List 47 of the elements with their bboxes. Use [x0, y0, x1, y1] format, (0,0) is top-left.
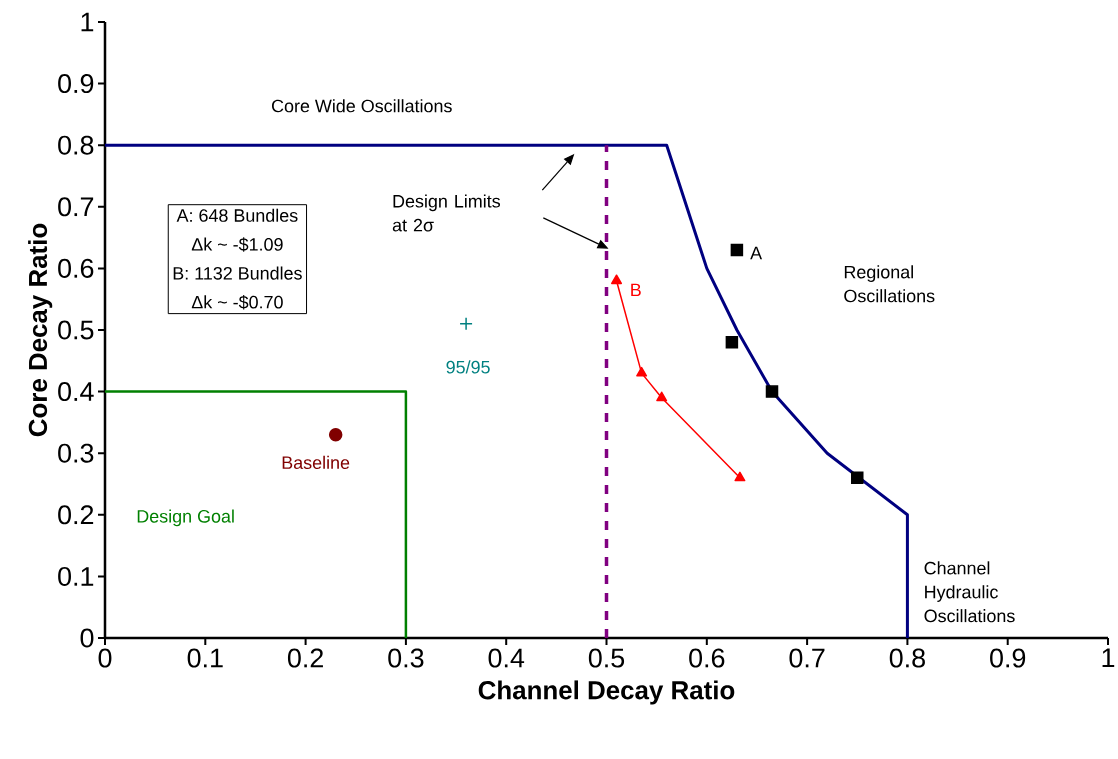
x-tick-label: 0.4 — [488, 648, 525, 668]
y-tick-label: 1 — [81, 12, 94, 32]
x-axis-title: Channel Decay Ratio — [478, 680, 735, 705]
y-tick-label: 0.5 — [58, 320, 94, 340]
y-tick-label: 0.1 — [58, 566, 94, 586]
point — [734, 471, 746, 482]
x-tick-label: 0.3 — [388, 648, 424, 668]
annotation: Δk ~ -$1.09 — [191, 237, 283, 252]
annotation: Regional Oscillations — [844, 265, 935, 303]
y-tick-label: 0.2 — [58, 505, 94, 525]
annotation: Δk ~ -$0.70 — [191, 295, 283, 310]
y-tick-label: 0.3 — [58, 443, 94, 463]
text: 95/95 — [446, 360, 490, 374]
point — [611, 274, 623, 285]
point — [725, 336, 739, 349]
y-tick-label: 0 — [80, 628, 94, 648]
y-axis-title: Core Decay Ratio — [28, 223, 53, 437]
y-tick-label: 0.9 — [58, 74, 94, 94]
x-tick-label: 0 — [98, 648, 112, 668]
x-tick-label: 1 — [1102, 648, 1115, 668]
x-tick-label: 0.8 — [889, 648, 925, 668]
y-tick-label: 0.8 — [58, 135, 94, 155]
annotation: Channel Hydraulic Oscillations — [924, 561, 1015, 623]
point — [765, 385, 779, 398]
point — [851, 471, 864, 485]
text: Design Goal — [137, 509, 234, 527]
y-tick-label: 0.6 — [58, 258, 94, 278]
x-tick-label: 0.7 — [789, 648, 825, 668]
series-label: Baseline — [282, 455, 350, 470]
point — [656, 391, 668, 402]
x-tick-label: 0.6 — [689, 648, 725, 668]
x-tick-label: 0.1 — [187, 648, 223, 668]
point — [636, 366, 648, 377]
annotation: B: 1132 Bundles — [173, 266, 302, 280]
annotation: Design Limits at 2σ — [392, 194, 501, 232]
point — [328, 427, 343, 442]
x-tick-label: 0.5 — [588, 648, 625, 668]
series-label: A — [750, 246, 763, 260]
x-tick-label: 0.9 — [990, 648, 1026, 668]
annotation: A: 648 Bundles — [176, 208, 298, 222]
y-tick-label: 0.7 — [58, 197, 94, 217]
x-tick-label: 0.2 — [287, 648, 323, 668]
series-label: B — [631, 283, 641, 297]
point — [459, 317, 473, 331]
annotation: Core Wide Oscillations — [271, 99, 452, 113]
y-tick-label: 0.4 — [58, 382, 94, 402]
point — [730, 243, 744, 257]
